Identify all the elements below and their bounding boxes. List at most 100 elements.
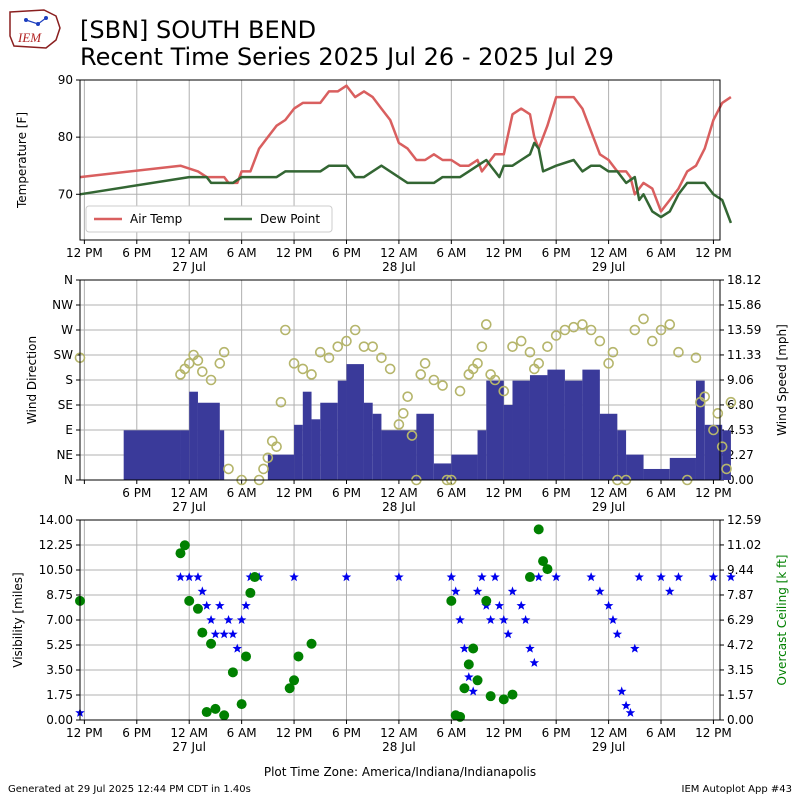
wind-frame (79, 279, 721, 481)
wind-xtick-label: 6 PM (122, 486, 151, 500)
wind-direction-marker (419, 358, 431, 369)
wind-xtick-label: 12 PM (485, 486, 522, 500)
ceiling-tick-label: 0.00 (727, 713, 754, 727)
wind-direction-marker (397, 408, 409, 419)
wind-direction-marker (367, 341, 378, 352)
wind-direction-marker (489, 374, 501, 386)
temp-xtick-label: 12 PM (276, 246, 313, 260)
wind-xtick-label: 12 PM (695, 486, 732, 500)
wind-speed-bar (294, 424, 303, 480)
visibility-marker (468, 686, 478, 696)
visibility-marker (232, 643, 242, 653)
ceiling-marker (201, 707, 212, 718)
wind-direction-marker (280, 324, 291, 336)
ceiling-tick-label: 11.02 (727, 538, 761, 552)
visibility-marker (477, 572, 487, 582)
wind-speed-bar (695, 380, 705, 480)
ceiling-marker (468, 643, 479, 654)
x-axis-timezone-label: Plot Time Zone: America/Indiana/Indianap… (264, 765, 536, 779)
vis-xtick-label: 12 PM (66, 726, 103, 740)
wind-direction-marker (498, 385, 510, 397)
visibility-marker (446, 572, 457, 582)
visibility-marker (634, 572, 644, 582)
wind-speed-bar (512, 380, 530, 480)
wind-direction-marker (258, 463, 269, 475)
visibility-marker (595, 586, 605, 596)
visibility-marker (219, 629, 229, 639)
dew-point-line (79, 141, 733, 224)
visibility-marker (630, 643, 640, 653)
vis-xtick-label: 6 PM (332, 726, 361, 740)
ceiling-marker (481, 595, 492, 606)
wind-speed-bar (704, 424, 723, 480)
app-label: IEM Autoplot App #43 (681, 784, 792, 795)
temp-xtick-date: 29 Jul (592, 260, 626, 274)
visibility-marker (656, 572, 666, 582)
wind-direction-marker (349, 324, 361, 336)
temp-legend (85, 205, 333, 233)
wind-speed-tick-label: 0.00 (727, 473, 754, 487)
vis-xtick-date: 29 Jul (592, 740, 626, 754)
wind-direction-tick-label: NW (52, 298, 73, 312)
legend-label: Dew Point (260, 212, 320, 226)
temp-xtick-label: 12 AM (170, 246, 208, 260)
ceiling-marker (306, 638, 317, 649)
wind-direction-marker (223, 463, 234, 475)
wind-direction-marker (515, 335, 527, 347)
visibility-marker (215, 600, 225, 610)
wind-direction-marker (716, 441, 728, 452)
visibility-marker (621, 700, 631, 710)
visibility-marker (603, 600, 614, 610)
ceiling-tick-label: 12.59 (727, 513, 761, 527)
ceiling-y-axis-label: Overcast Ceiling [k ft] (775, 555, 789, 686)
wind-direction-marker (577, 319, 588, 330)
wind-direction-marker (585, 324, 597, 336)
vis-ytick-label: 7.00 (46, 613, 73, 627)
temp-ytick-label: 80 (58, 130, 73, 144)
wind-direction-marker (533, 358, 545, 369)
visibility-marker (236, 615, 247, 624)
wind-xtick-label: 6 AM (436, 486, 466, 500)
wind-direction-tick-label: W (61, 323, 73, 337)
ceiling-marker (507, 689, 518, 700)
visibility-marker (289, 572, 299, 582)
wind-direction-marker (454, 385, 466, 397)
wind-direction-marker (725, 396, 737, 408)
wind-direction-marker (699, 391, 711, 402)
wind-speed-bar (416, 413, 434, 480)
wind-speed-bar (363, 402, 373, 480)
visibility-marker (586, 572, 596, 582)
ceiling-marker (455, 711, 466, 722)
vis-y-axis-label: Visibility [miles] (11, 572, 25, 667)
temp-xtick-label: 6 AM (436, 246, 466, 260)
visibility-marker (459, 643, 470, 653)
wind-direction-marker (524, 346, 536, 358)
wind-speed-tick-label: 2.27 (727, 448, 754, 462)
wind-direction-marker (542, 341, 553, 352)
visibility-marker (529, 657, 540, 667)
wind-direction-marker (218, 346, 230, 358)
wind-direction-marker (275, 396, 287, 408)
wind-direction-marker (205, 374, 217, 386)
wind-speed-bar (197, 402, 220, 480)
legend-label: Air Temp (130, 212, 182, 226)
wind-direction-tick-label: SW (54, 348, 74, 362)
logo-text: IEM (17, 30, 42, 45)
wind-direction-marker (402, 391, 413, 402)
vis-ytick-label: 8.75 (46, 588, 73, 602)
ceiling-marker (538, 556, 549, 567)
ceiling-marker (459, 683, 470, 694)
wind-direction-marker (708, 424, 719, 436)
visibility-marker (499, 615, 509, 624)
wind-direction-marker (690, 352, 702, 364)
wind-speed-bar (486, 380, 504, 480)
vis-xtick-label: 6 PM (542, 726, 571, 740)
wind-direction-marker (712, 408, 724, 419)
vis-xtick-label: 12 PM (695, 726, 732, 740)
temp-xtick-label: 6 AM (646, 246, 676, 260)
vis-ytick-label: 12.25 (39, 538, 73, 552)
temp-xtick-date: 27 Jul (172, 260, 206, 274)
ceiling-marker (192, 603, 203, 614)
vis-xtick-label: 12 PM (485, 726, 522, 740)
